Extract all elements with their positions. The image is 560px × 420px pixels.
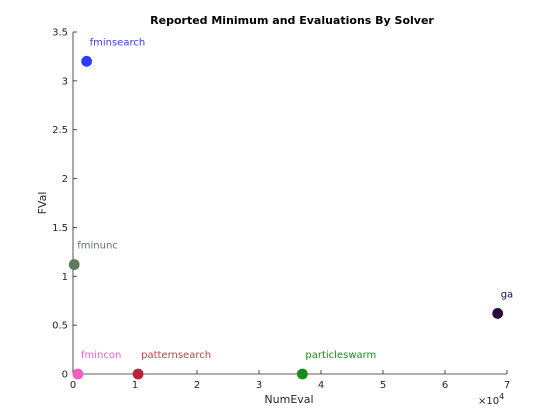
axes: 0 1 2 3 4 5 6 7 0 0.5 1 1.5 2 2.5 3 3.5 <box>52 28 510 392</box>
point-fmincon <box>72 368 84 380</box>
y-tick-label: 3 <box>62 76 68 87</box>
x-axis-multiplier: ×104 <box>478 392 504 407</box>
point-fminsearch <box>81 55 93 67</box>
point-label-ga: ga <box>501 289 513 300</box>
y-tick-label: 3.5 <box>52 28 68 39</box>
x-tick-label: 2 <box>194 380 200 391</box>
point-label-fminunc: fminunc <box>77 241 118 252</box>
point-patternsearch <box>132 368 144 380</box>
y-tick-label: 2 <box>62 174 68 185</box>
x-tick-label: 7 <box>504 380 510 391</box>
point-label-particleswarm: particleswarm <box>305 350 376 361</box>
y-axis-label: FVal <box>36 192 49 215</box>
x-tick-label: 5 <box>380 380 386 391</box>
point-label-fminsearch: fminsearch <box>90 37 146 48</box>
x-axis-label: NumEval <box>264 393 313 406</box>
chart-title: Reported Minimum and Evaluations By Solv… <box>150 14 434 27</box>
point-label-fmincon: fmincon <box>81 350 121 361</box>
x-tick-label: 6 <box>442 380 448 391</box>
point-label-patternsearch: patternsearch <box>141 350 211 361</box>
x-tick-label: 4 <box>318 380 324 391</box>
point-fminunc <box>68 259 80 270</box>
y-tick-label: 2.5 <box>52 125 68 136</box>
y-tick-label: 1 <box>62 272 68 283</box>
y-tick-label: 0 <box>62 370 68 381</box>
x-tick-label: 1 <box>132 380 138 391</box>
y-tick-label: 1.5 <box>52 223 68 234</box>
x-tick-label: 3 <box>256 380 262 391</box>
y-tick-label: 0.5 <box>52 321 68 332</box>
x-tick-label: 0 <box>70 380 76 391</box>
data-points: fminsearch fminunc ga fmincon patternsearch p… <box>68 37 513 380</box>
point-ga <box>492 308 504 319</box>
point-particleswarm <box>296 368 308 380</box>
